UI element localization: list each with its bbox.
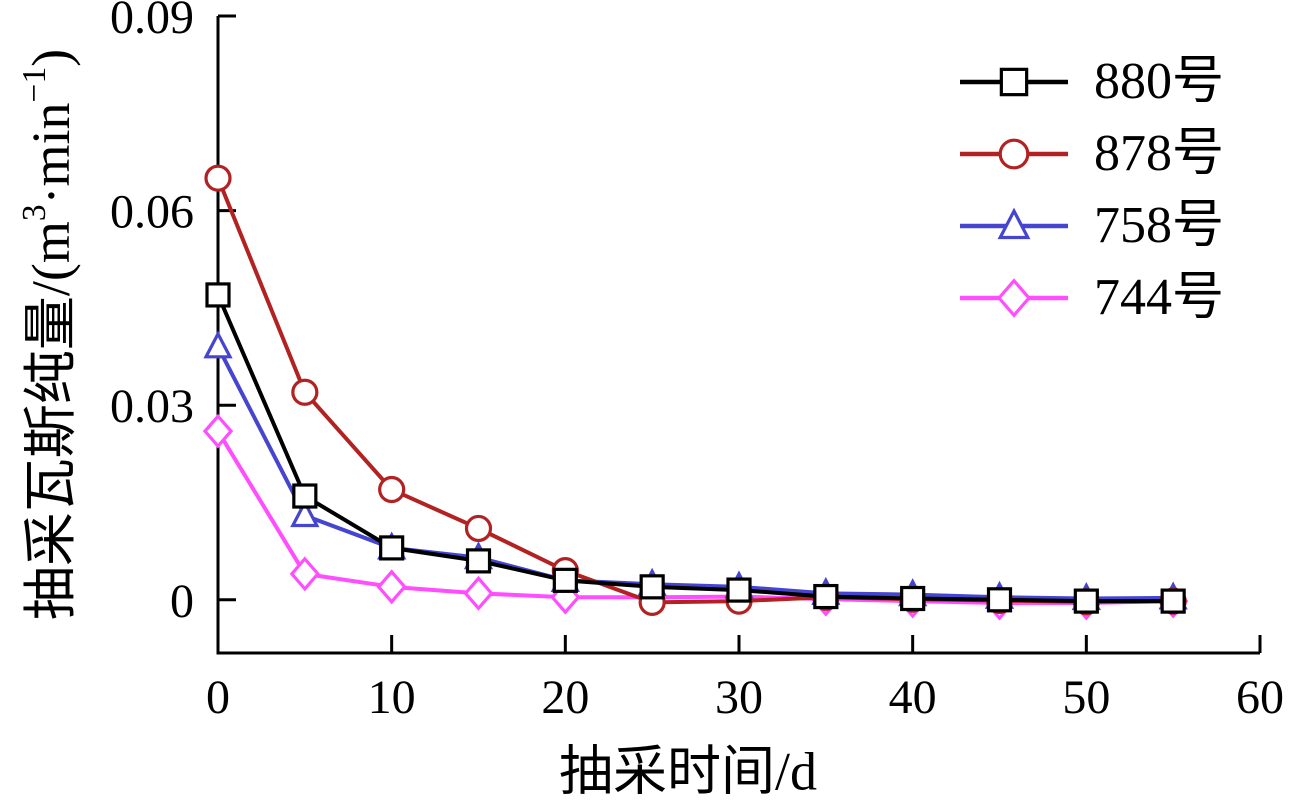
- legend-label-880: 880号: [1094, 53, 1225, 110]
- marker-diamond-744: [202, 413, 234, 449]
- marker-square-880: [292, 483, 318, 509]
- marker-diamond-744: [289, 556, 320, 592]
- x-tick-label: 40: [889, 671, 937, 724]
- legend-marker-square-880: [999, 67, 1029, 97]
- x-tick-label: 60: [1236, 671, 1284, 724]
- marker-diamond-744: [376, 569, 407, 605]
- marker-circle-878: [204, 164, 232, 192]
- x-tick-label: 30: [715, 671, 763, 724]
- series-880: [205, 282, 1186, 614]
- legend-swatch-880: [960, 67, 1068, 97]
- x-tick-label: 20: [541, 671, 589, 724]
- series-758: [203, 330, 1188, 611]
- legend-label-878: 878号: [1094, 125, 1225, 182]
- marker-circle-878: [464, 514, 493, 543]
- marker-square-880: [1160, 588, 1186, 614]
- marker-triangle-758: [290, 499, 320, 528]
- marker-square-880: [552, 567, 578, 593]
- legend-marker-circle-878: [998, 138, 1030, 170]
- marker-square-880: [639, 574, 665, 600]
- x-tick-label: 10: [368, 671, 416, 724]
- legend: 880号 878号 758号 744号: [958, 46, 1224, 334]
- legend-label-744: 744号: [1094, 269, 1225, 326]
- legend-label-758: 758号: [1094, 197, 1225, 254]
- y-tick-label: 0.03: [110, 380, 194, 433]
- marker-square-880: [813, 583, 839, 610]
- series-line-880: [216, 294, 1174, 604]
- marker-diamond-744: [463, 575, 494, 611]
- x-tick-label: 0: [206, 671, 230, 724]
- marker-square-880: [900, 585, 926, 612]
- marker-square-880: [1073, 588, 1099, 614]
- legend-swatch-744: [960, 278, 1068, 318]
- x-axis-title: 抽采时间/d: [558, 741, 818, 800]
- marker-square-880: [205, 282, 231, 308]
- marker-square-880: [465, 548, 492, 574]
- marker-square-880: [986, 587, 1013, 613]
- legend-swatch-878: [960, 138, 1068, 170]
- marker-triangle-758: [203, 330, 233, 359]
- legend-swatch-758: [960, 207, 1068, 240]
- y-tick-label: 0: [170, 575, 194, 628]
- marker-square-880: [379, 535, 405, 561]
- marker-square-880: [726, 577, 752, 603]
- marker-circle-878: [291, 378, 319, 406]
- series-line-758: [216, 345, 1174, 601]
- legend-item-758: 758号: [958, 190, 1224, 262]
- marker-circle-878: [378, 475, 406, 504]
- legend-item-878: 878号: [958, 118, 1224, 190]
- legend-marker-triangle-758: [997, 207, 1031, 240]
- legend-item-880: 880号: [958, 46, 1224, 118]
- y-tick-label: 0.06: [110, 186, 194, 239]
- x-tick-label: 50: [1062, 671, 1110, 724]
- legend-item-744: 744号: [958, 262, 1224, 334]
- legend-marker-diamond-744: [996, 278, 1032, 318]
- y-tick-label: 0.09: [110, 0, 194, 44]
